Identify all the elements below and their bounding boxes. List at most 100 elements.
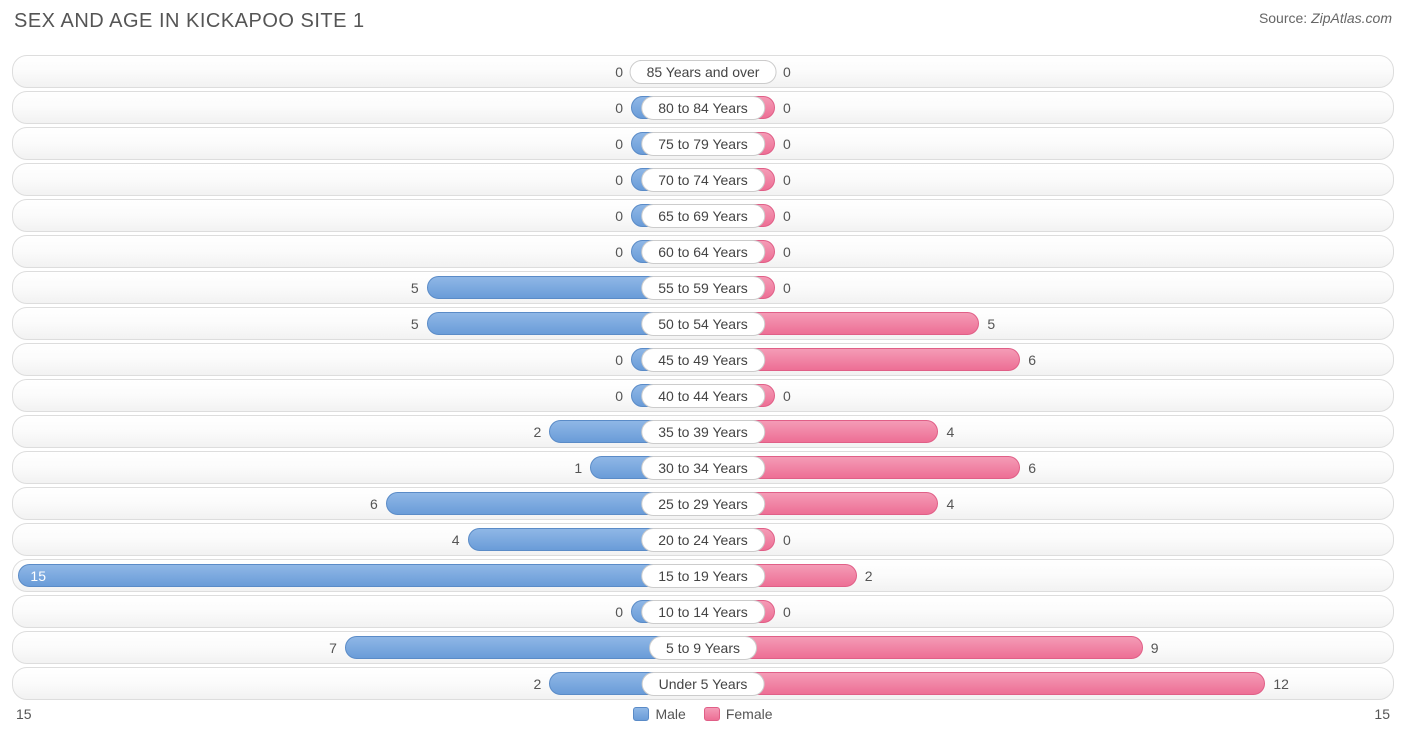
- female-value: 0: [783, 532, 791, 548]
- age-group-label: 85 Years and over: [630, 60, 777, 84]
- pyramid-row-track: 20 to 24 Years 4 0: [19, 528, 1387, 551]
- age-group-label: 30 to 34 Years: [641, 456, 765, 480]
- female-value: 0: [783, 172, 791, 188]
- female-value: 0: [783, 208, 791, 224]
- male-value: 0: [615, 208, 623, 224]
- pyramid-row: 10 to 14 Years 0 0: [12, 595, 1394, 628]
- pyramid-row-track: 50 to 54 Years 5 5: [19, 312, 1387, 335]
- legend-item-female: Female: [704, 706, 773, 722]
- pyramid-row-track: 30 to 34 Years 1 6: [19, 456, 1387, 479]
- male-value: 2: [533, 676, 541, 692]
- age-group-label: 50 to 54 Years: [641, 312, 765, 336]
- pyramid-row-track: 60 to 64 Years 0 0: [19, 240, 1387, 263]
- pyramid-row: 20 to 24 Years 4 0: [12, 523, 1394, 556]
- pyramid-row: 25 to 29 Years 6 4: [12, 487, 1394, 520]
- age-group-label: 55 to 59 Years: [641, 276, 765, 300]
- chart-footer: 15 Male Female 15: [12, 700, 1394, 722]
- female-value: 12: [1273, 676, 1289, 692]
- pyramid-row-track: 15 to 19 Years152: [19, 564, 1387, 587]
- male-value: 2: [533, 424, 541, 440]
- female-bar: [703, 636, 1143, 659]
- age-group-label: 15 to 19 Years: [641, 564, 765, 588]
- pyramid-row: 30 to 34 Years 1 6: [12, 451, 1394, 484]
- age-group-label: 75 to 79 Years: [641, 132, 765, 156]
- source-value: ZipAtlas.com: [1311, 10, 1392, 26]
- male-value: 1: [574, 460, 582, 476]
- age-group-label: 80 to 84 Years: [641, 96, 765, 120]
- female-bar: [703, 672, 1265, 695]
- female-value: 0: [783, 64, 791, 80]
- male-value: 0: [615, 136, 623, 152]
- pyramid-row-track: 10 to 14 Years 0 0: [19, 600, 1387, 623]
- pyramid-row-track: 55 to 59 Years 5 0: [19, 276, 1387, 299]
- male-value: 5: [411, 280, 419, 296]
- pyramid-row: 75 to 79 Years 0 0: [12, 127, 1394, 160]
- axis-left-max: 15: [16, 706, 32, 722]
- chart-header: SEX AND AGE IN KICKAPOO SITE 1 Source: Z…: [12, 10, 1394, 33]
- age-group-label: Under 5 Years: [642, 672, 765, 696]
- pyramid-row: 45 to 49 Years06: [12, 343, 1394, 376]
- pyramid-row: 50 to 54 Years 5 5: [12, 307, 1394, 340]
- female-value: 5: [987, 316, 995, 332]
- age-group-label: 60 to 64 Years: [641, 240, 765, 264]
- age-group-label: 45 to 49 Years: [641, 348, 765, 372]
- pyramid-row-track: 80 to 84 Years 0 0: [19, 96, 1387, 119]
- pyramid-row-track: 35 to 39 Years 2 4: [19, 420, 1387, 443]
- legend-label-female: Female: [726, 706, 773, 722]
- male-value: 0: [615, 244, 623, 260]
- pyramid-row: 5 to 9 Years79: [12, 631, 1394, 664]
- legend-swatch-female: [704, 707, 720, 721]
- pyramid-row-track: 40 to 44 Years 0 0: [19, 384, 1387, 407]
- pyramid-row-track: 65 to 69 Years 0 0: [19, 204, 1387, 227]
- pyramid-row-track: 45 to 49 Years06: [19, 348, 1387, 371]
- legend-swatch-male: [633, 707, 649, 721]
- male-value: 0: [615, 604, 623, 620]
- age-group-label: 35 to 39 Years: [641, 420, 765, 444]
- pyramid-row: 60 to 64 Years 0 0: [12, 235, 1394, 268]
- pyramid-row: 80 to 84 Years 0 0: [12, 91, 1394, 124]
- pyramid-row-track: 70 to 74 Years00: [19, 168, 1387, 191]
- age-group-label: 40 to 44 Years: [641, 384, 765, 408]
- pyramid-row-track: Under 5 Years 2 12: [19, 672, 1387, 695]
- age-group-label: 65 to 69 Years: [641, 204, 765, 228]
- female-value: 0: [783, 100, 791, 116]
- male-value: 0: [615, 172, 623, 188]
- male-value: 7: [329, 640, 337, 656]
- pyramid-row: 85 Years and over00: [12, 55, 1394, 88]
- axis-right-max: 15: [1374, 706, 1390, 722]
- male-value: 4: [452, 532, 460, 548]
- pyramid-row-track: 75 to 79 Years 0 0: [19, 132, 1387, 155]
- female-value: 0: [783, 244, 791, 260]
- female-value: 0: [783, 388, 791, 404]
- pyramid-row: 35 to 39 Years 2 4: [12, 415, 1394, 448]
- pyramid-row: 55 to 59 Years 5 0: [12, 271, 1394, 304]
- pyramid-row: 65 to 69 Years 0 0: [12, 199, 1394, 232]
- pyramid-row-track: 85 Years and over00: [19, 60, 1387, 83]
- chart-legend: Male Female: [633, 706, 772, 722]
- male-value: 15: [30, 568, 46, 584]
- age-group-label: 25 to 29 Years: [641, 492, 765, 516]
- age-group-label: 5 to 9 Years: [649, 636, 757, 660]
- pyramid-row: 15 to 19 Years152: [12, 559, 1394, 592]
- female-value: 6: [1028, 352, 1036, 368]
- female-value: 0: [783, 280, 791, 296]
- female-value: 0: [783, 136, 791, 152]
- female-value: 4: [946, 424, 954, 440]
- chart-source: Source: ZipAtlas.com: [1259, 10, 1392, 26]
- female-value: 6: [1028, 460, 1036, 476]
- pyramid-row-track: 25 to 29 Years 6 4: [19, 492, 1387, 515]
- male-value: 5: [411, 316, 419, 332]
- female-value: 0: [783, 604, 791, 620]
- chart-title: SEX AND AGE IN KICKAPOO SITE 1: [14, 10, 365, 33]
- pyramid-row: 40 to 44 Years 0 0: [12, 379, 1394, 412]
- male-value: 6: [370, 496, 378, 512]
- pyramid-row: Under 5 Years 2 12: [12, 667, 1394, 700]
- age-group-label: 10 to 14 Years: [641, 600, 765, 624]
- female-value: 4: [946, 496, 954, 512]
- population-pyramid-chart: 85 Years and over0080 to 84 Years0075 to…: [12, 55, 1394, 700]
- source-label: Source:: [1259, 10, 1307, 26]
- male-value: 0: [615, 388, 623, 404]
- male-bar: [18, 564, 703, 587]
- age-group-label: 20 to 24 Years: [641, 528, 765, 552]
- male-value: 0: [615, 100, 623, 116]
